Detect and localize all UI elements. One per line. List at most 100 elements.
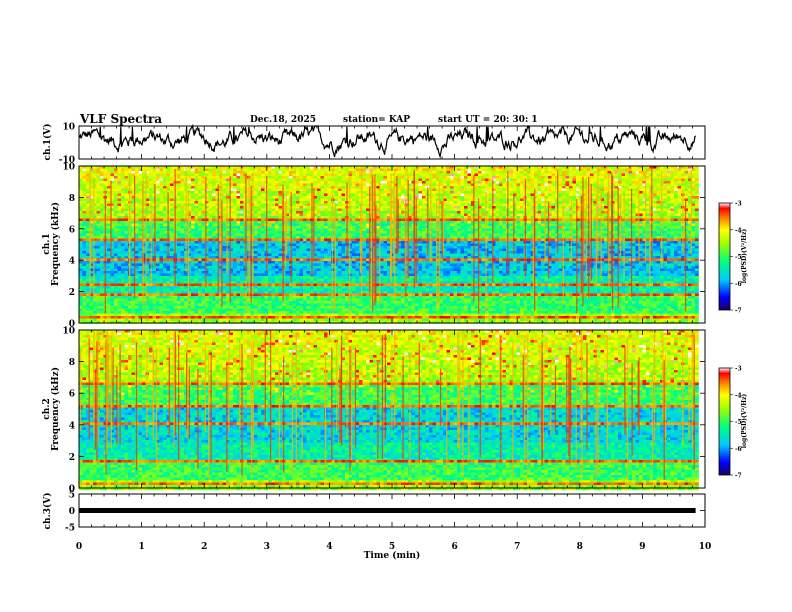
sferic-streak xyxy=(153,353,155,425)
colorbar-tick-label: -3 xyxy=(735,201,742,208)
sferic-streak xyxy=(473,175,475,302)
x-tick-label: 6 xyxy=(451,542,457,552)
sferic-streak xyxy=(664,354,667,443)
spectrogram-image xyxy=(79,166,699,324)
x-tick-label: 0 xyxy=(76,542,82,552)
sferic-streak xyxy=(339,369,341,443)
sferic-streak xyxy=(653,332,655,442)
start-ut-label: start UT = 20: 30: 1 xyxy=(438,115,538,125)
sferic-streak xyxy=(381,334,383,460)
y-tick-label: 10 xyxy=(62,327,75,337)
sferic-streak xyxy=(405,201,407,286)
sferic-streak xyxy=(547,201,550,279)
x-tick-label: 1 xyxy=(138,542,144,552)
sferic-streak xyxy=(97,334,99,443)
sferic-streak xyxy=(282,184,284,273)
sferic-streak xyxy=(663,360,665,480)
sferic-streak xyxy=(438,180,440,303)
ch1-spec-ylabel: Frequency (kHz) xyxy=(50,202,61,286)
sferic-streak xyxy=(645,171,647,262)
sferic-streak xyxy=(649,188,651,284)
ch2-spectrogram-panel: 0 2 4 6 8 10 xyxy=(62,327,706,495)
sferic-streak xyxy=(384,333,386,440)
sferic-streak xyxy=(88,338,90,439)
colorbar-tick-label: -6 xyxy=(735,446,742,453)
sferic-streak xyxy=(154,184,156,268)
sferic-streak xyxy=(394,171,396,301)
y-tick-label: 6 xyxy=(69,390,75,400)
sferic-streak xyxy=(168,348,170,435)
sferic-streak xyxy=(105,339,107,475)
colorbar-ch2-label: log(PSD)(V²/Hz) xyxy=(741,394,748,449)
sferic-streak xyxy=(651,166,653,261)
sferic-streak xyxy=(374,174,376,306)
sferic-streak xyxy=(570,359,572,438)
x-tick-label: 2 xyxy=(201,542,207,552)
x-tick-label: 7 xyxy=(514,542,520,552)
sferic-streak xyxy=(336,340,338,431)
sferic-streak xyxy=(346,182,348,259)
sferic-streak xyxy=(270,330,272,461)
sferic-streak xyxy=(682,345,684,445)
sferic-streak xyxy=(393,185,395,273)
sferic-streak xyxy=(167,192,169,262)
sferic-streak xyxy=(492,179,494,283)
sferic-streak xyxy=(313,188,315,258)
sferic-streak xyxy=(624,346,626,435)
sferic-streak xyxy=(441,202,443,260)
sferic-streak xyxy=(524,341,526,463)
sferic-streak xyxy=(499,337,501,424)
sferic-streak xyxy=(360,205,362,273)
sferic-streak xyxy=(534,188,536,311)
sferic-streak xyxy=(532,198,534,291)
y-tick-label: 2 xyxy=(69,453,75,463)
spectrogram-image xyxy=(79,330,699,491)
sferic-streak xyxy=(397,198,399,253)
sferic-streak xyxy=(688,364,690,442)
sferic-streak xyxy=(436,201,438,307)
sferic-streak xyxy=(391,343,393,430)
sferic-streak xyxy=(208,349,210,480)
colorbar-tick-label: -4 xyxy=(735,227,742,234)
sferic-streak xyxy=(146,346,148,438)
sferic-streak xyxy=(626,337,629,480)
sferic-streak xyxy=(119,344,121,445)
sferic-streak xyxy=(96,341,98,461)
sferic-streak xyxy=(468,364,470,461)
sferic-streak xyxy=(500,336,502,463)
sferic-streak xyxy=(569,346,571,466)
sferic-streak xyxy=(478,198,480,314)
sferic-streak xyxy=(606,335,608,450)
sferic-streak xyxy=(611,172,613,283)
sferic-streak xyxy=(638,357,640,436)
sferic-streak xyxy=(351,345,353,461)
sferic-streak xyxy=(691,335,693,450)
sferic-streak xyxy=(617,187,619,308)
ch3-waveform-panel: 50-50 1 2 3 4 5 6 7 8 9 10 xyxy=(65,491,711,553)
sferic-streak xyxy=(485,192,487,314)
sferic-streak xyxy=(228,332,230,432)
y-tick-label: 10 xyxy=(62,123,75,133)
sferic-streak xyxy=(221,200,223,308)
colorbar-ch2: log(PSD)(V²/Hz) xyxy=(718,367,748,476)
colorbar-tick-label: -5 xyxy=(735,254,742,261)
sferic-streak xyxy=(415,198,417,284)
ch1-waveform-panel: 10 -10 xyxy=(59,123,706,166)
sferic-streak xyxy=(93,357,95,435)
sferic-streak xyxy=(370,170,373,311)
sferic-streak xyxy=(682,190,684,254)
ch2-spec-ylabel-top: ch.2 xyxy=(42,398,52,419)
sferic-streak xyxy=(554,365,557,432)
ch2-spec-ylabel: Frequency (kHz) xyxy=(50,367,61,451)
sferic-streak xyxy=(311,182,313,277)
sferic-streak xyxy=(239,337,241,430)
sferic-streak xyxy=(174,169,176,286)
sferic-streak xyxy=(580,330,582,441)
sferic-streak xyxy=(104,194,106,314)
y-tick-label: 4 xyxy=(69,257,75,267)
sferic-streak xyxy=(693,338,695,470)
sferic-streak xyxy=(110,336,112,448)
sferic-streak xyxy=(226,193,228,275)
sferic-streak xyxy=(542,368,544,450)
sferic-streak xyxy=(349,176,351,315)
